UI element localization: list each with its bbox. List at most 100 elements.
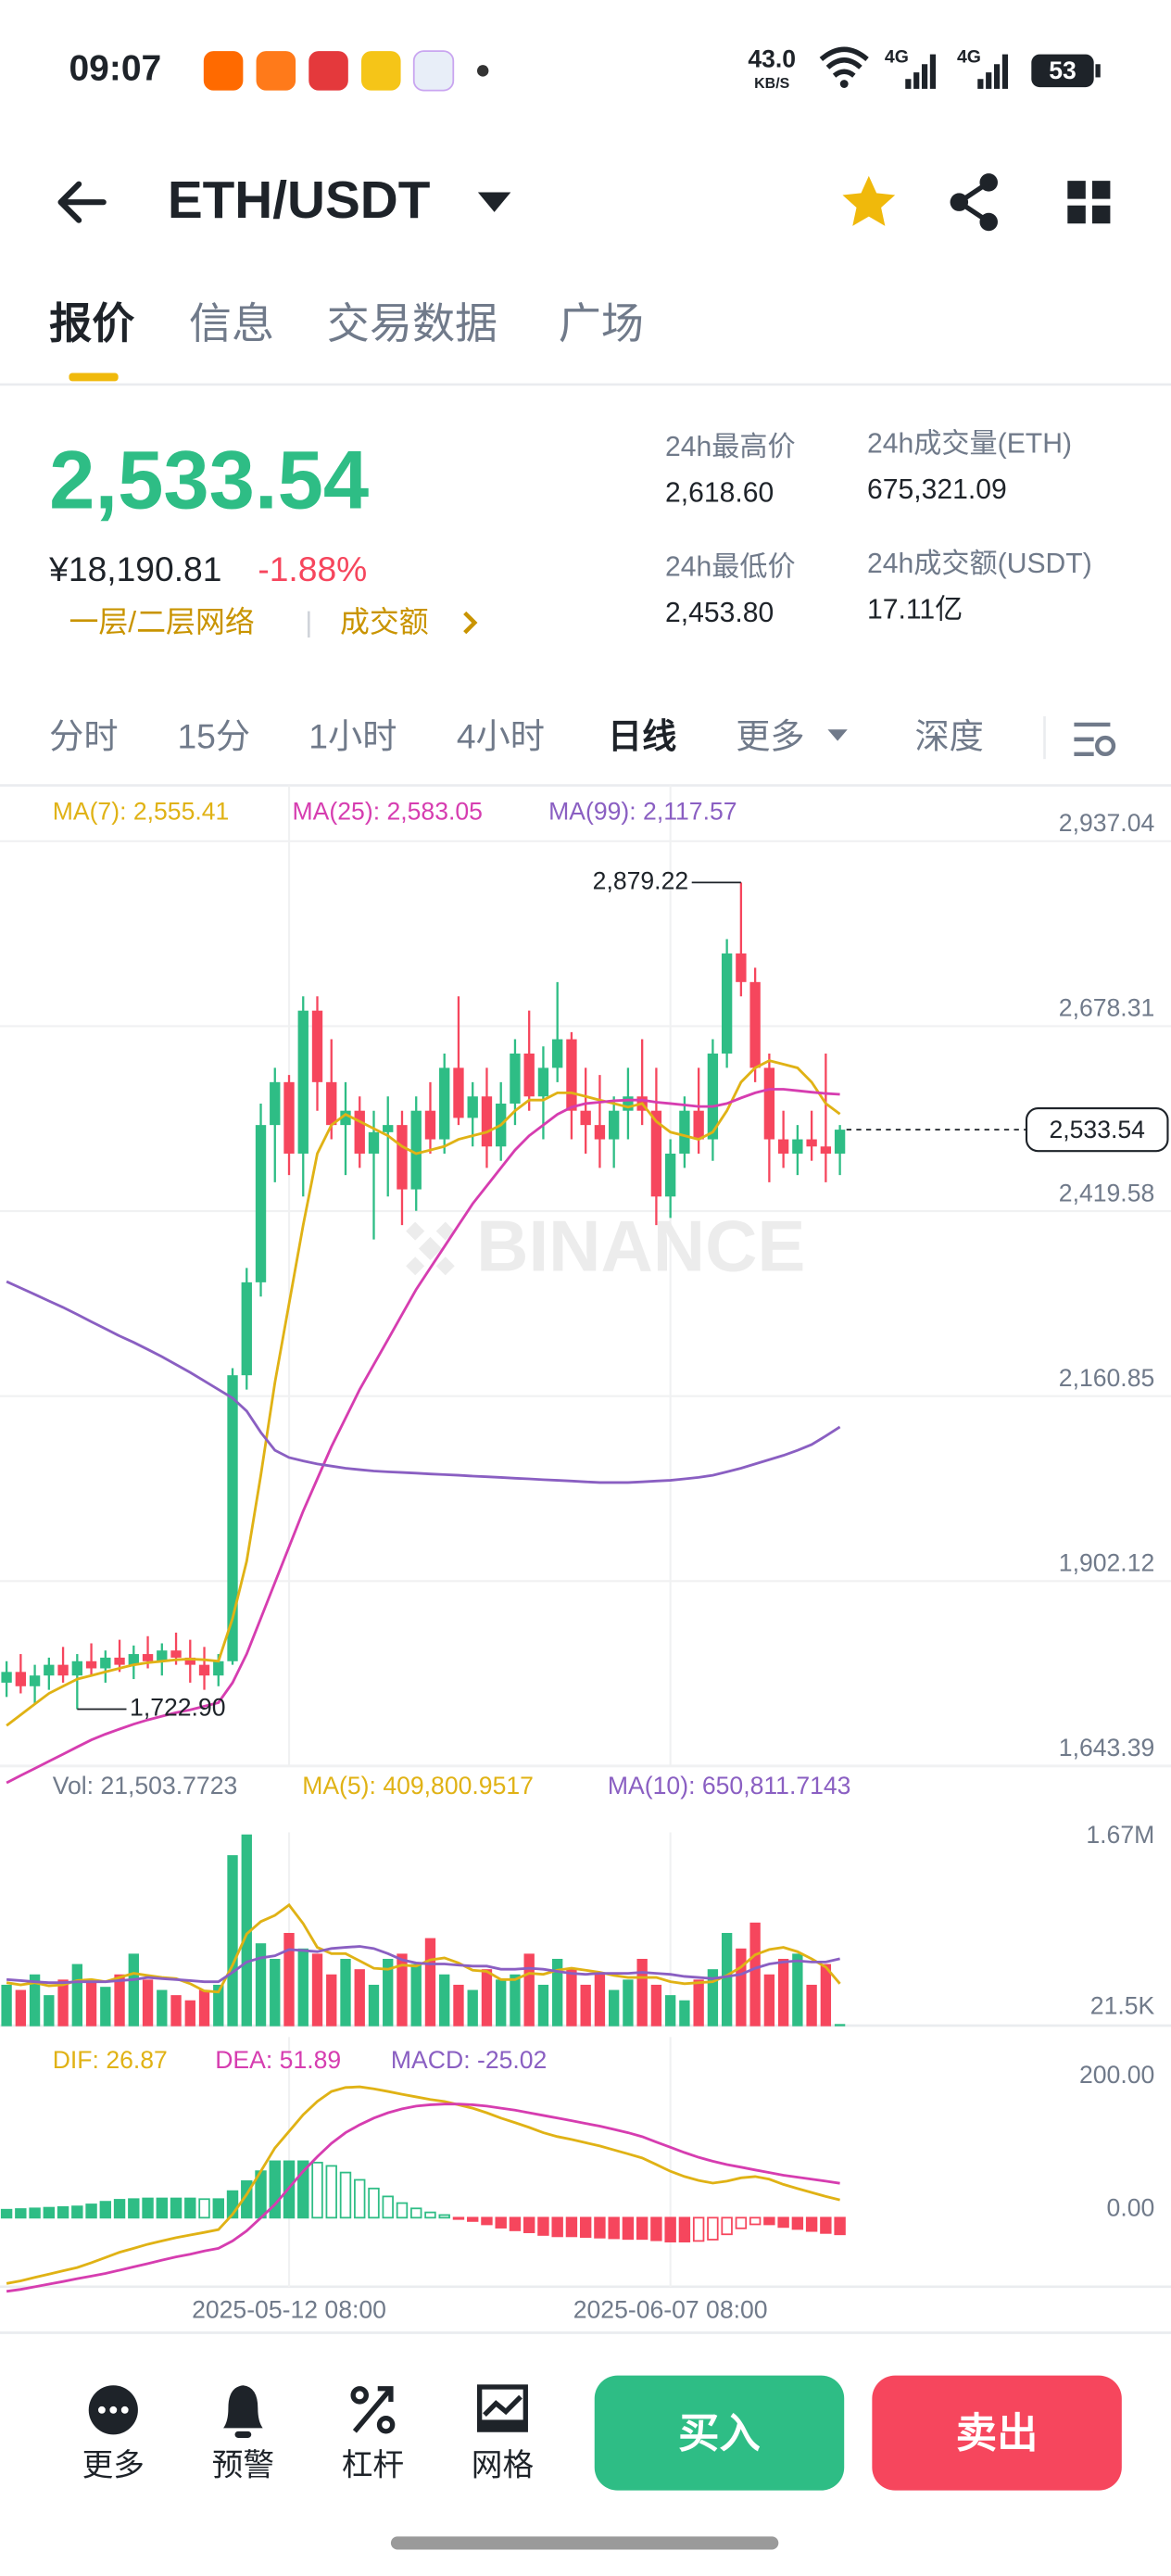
- macd-bar: [382, 2195, 394, 2219]
- volume-bar: [439, 1974, 450, 2027]
- legend-value: 21,503.7723: [100, 1772, 237, 1799]
- legend-name: MA(10): [608, 1772, 688, 1799]
- pair-dropdown[interactable]: [477, 192, 511, 212]
- candle-body: [142, 1654, 154, 1661]
- macd-bar: [721, 2216, 733, 2236]
- candle-body: [820, 1146, 832, 1154]
- grid-cell: [1091, 205, 1111, 224]
- alert-action[interactable]: 预警: [212, 2385, 274, 2483]
- tab-active[interactable]: 报价: [49, 299, 134, 347]
- macd-bar: [650, 2216, 662, 2241]
- sell-button[interactable]: 卖出: [872, 2375, 1122, 2491]
- volume-bar: [636, 1958, 648, 2027]
- candle-body: [537, 1067, 549, 1097]
- tab[interactable]: 广场: [559, 299, 644, 347]
- interval-active[interactable]: 日线: [608, 717, 676, 756]
- interval[interactable]: 4小时: [457, 717, 545, 756]
- stat-value: 675,321.09: [867, 474, 1007, 505]
- net-unit: KB/S: [754, 76, 789, 92]
- volume-bar: [397, 1953, 408, 2027]
- button-bg: [594, 2375, 845, 2491]
- action-label: 网格: [472, 2448, 534, 2483]
- action-icon: [376, 2416, 396, 2434]
- margin-action[interactable]: 杠杆: [342, 2386, 404, 2483]
- favorite-button[interactable]: [842, 175, 896, 226]
- candle-body: [453, 1067, 464, 1118]
- volume-bar: [496, 1979, 507, 2027]
- legend-value: 2,555.41: [133, 798, 229, 826]
- legend-entry: MA(10): 650,811.7143: [608, 1772, 851, 1799]
- chart-settings-button[interactable]: [1074, 722, 1116, 757]
- legend-name: MA(25): [293, 798, 373, 826]
- candle-body: [397, 1125, 408, 1190]
- stat-value: 2,618.60: [665, 478, 774, 509]
- volume-bar: [736, 1948, 747, 2027]
- legend-name: DIF: [53, 2046, 93, 2074]
- macd-bar: [805, 2216, 818, 2232]
- macd-bar: [537, 2216, 549, 2236]
- home-indicator: [390, 2536, 779, 2550]
- macd-bar: [791, 2216, 804, 2230]
- volume-bar: [608, 1989, 620, 2027]
- macd-bar: [692, 2216, 705, 2242]
- interval[interactable]: 15分: [177, 717, 250, 756]
- action-icon: [483, 2394, 523, 2418]
- volume-bar: [806, 1984, 817, 2027]
- grid-menu-button[interactable]: [1067, 181, 1111, 224]
- candle-body: [481, 1096, 493, 1147]
- candle-body: [792, 1139, 803, 1154]
- candle-body: [297, 1010, 308, 1154]
- price-change: -1.88%: [258, 549, 367, 588]
- macd-bar: [509, 2216, 522, 2231]
- candle-body: [311, 1010, 323, 1082]
- volume-bar: [184, 2000, 195, 2027]
- volume-bar: [552, 1958, 563, 2027]
- volume-bar: [29, 1974, 41, 2027]
- button-label: 买入: [678, 2411, 761, 2456]
- volume-bar: [340, 1958, 351, 2027]
- grid-cell: [1091, 181, 1111, 199]
- indicator-line: [6, 2102, 840, 2293]
- icon-dot: [98, 2406, 106, 2414]
- tag[interactable]: 一层/二层网络: [69, 605, 254, 638]
- tab[interactable]: 信息: [189, 299, 274, 347]
- status-time: 09:07: [69, 49, 161, 89]
- share-button[interactable]: [950, 173, 998, 232]
- notification-dot: [476, 65, 489, 77]
- volume-bar: [326, 1974, 337, 2027]
- candle-body: [664, 1153, 676, 1197]
- buy-button[interactable]: 买入: [594, 2375, 845, 2491]
- volume-bar: [664, 1995, 676, 2027]
- battery-level: 53: [1049, 57, 1077, 84]
- tag[interactable]: 成交额: [340, 605, 429, 638]
- back-button[interactable]: [57, 181, 107, 223]
- app-icon: [256, 51, 296, 91]
- action-label: 杠杆: [342, 2448, 404, 2483]
- share-lines: [957, 180, 990, 224]
- macd-bar: [424, 2211, 436, 2219]
- volume-bar: [820, 1964, 832, 2027]
- volume-bar: [213, 1984, 224, 2027]
- interval[interactable]: 1小时: [308, 717, 397, 756]
- candle-body: [707, 1053, 719, 1140]
- grid-action[interactable]: 网格: [472, 2384, 534, 2483]
- macd-bar: [354, 2178, 366, 2219]
- tab[interactable]: 交易数据: [327, 299, 497, 347]
- interval[interactable]: 更多: [736, 717, 804, 756]
- macd-bar: [29, 2207, 41, 2219]
- interval[interactable]: 深度: [914, 717, 983, 756]
- y-tick-label: 0.00: [1107, 2193, 1155, 2221]
- pair-title[interactable]: ETH/USDT: [168, 171, 431, 230]
- macd-bar: [396, 2202, 409, 2219]
- interval[interactable]: 分时: [49, 717, 118, 756]
- more-dropdown[interactable]: [827, 729, 848, 741]
- volume-bar: [792, 1953, 803, 2027]
- volume-bar: [424, 1938, 436, 2027]
- battery-tip: [1095, 64, 1101, 78]
- candle-body: [368, 1131, 380, 1154]
- legend-separator: :: [93, 2046, 107, 2074]
- macd-bar: [678, 2216, 691, 2243]
- legend-separator: :: [120, 798, 133, 826]
- macd-bar: [99, 2201, 112, 2219]
- more-action[interactable]: 更多: [82, 2385, 145, 2483]
